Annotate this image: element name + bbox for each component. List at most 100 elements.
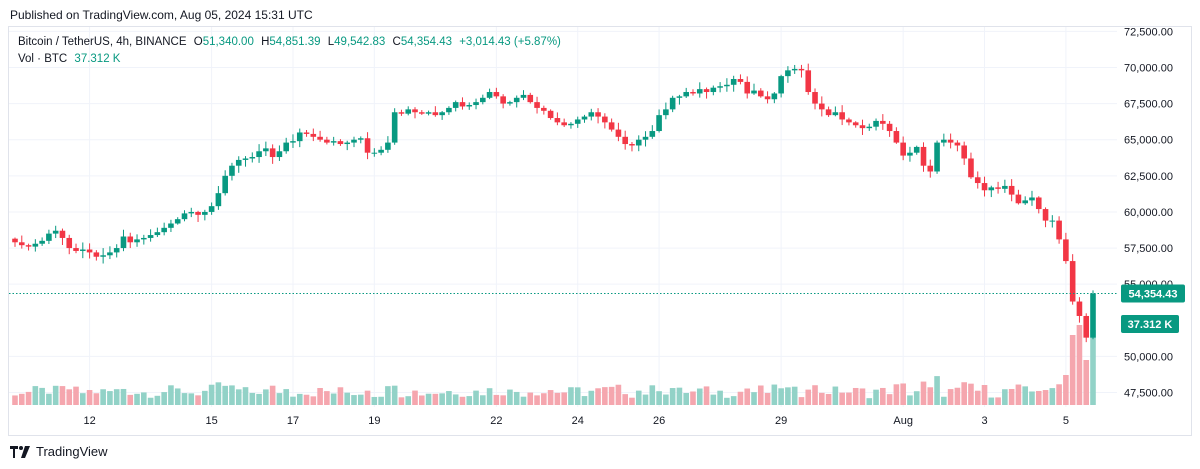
volume-bar [635,390,642,405]
volume-bar [968,383,974,405]
volume-bar [581,396,588,405]
volume-bar [832,386,839,405]
volume-bar [1015,384,1022,405]
volume-bar [303,394,310,405]
volume-bar [554,392,561,405]
volume-bar [920,381,927,405]
footer-brand-label: TradingView [36,444,108,459]
candle-body [954,142,961,146]
candle-body [127,236,134,243]
volume-bar [839,392,845,405]
candle-body [873,120,879,127]
x-tick-label: 12 [83,415,95,427]
volume-key: Vol · BTC [18,53,68,65]
volume-bar [825,393,832,405]
candle-body [93,252,100,257]
candle-body [771,93,778,100]
candle-body [547,110,554,119]
candle-body [737,79,744,82]
candle-body [1090,293,1096,338]
candle-body [154,232,161,236]
tradingview-logo-icon [10,445,30,458]
candle-body [724,84,730,87]
x-tick-label: 22 [490,415,502,427]
volume-bar [893,384,900,405]
volume-bar [717,390,723,405]
volume-bar [12,395,18,405]
volume-bar [473,390,479,405]
candle-body [215,193,222,207]
candle-body [344,142,351,145]
volume-bar [391,385,398,405]
candle-body [385,142,391,150]
volume-bar [1069,335,1076,405]
volume-bar [1035,390,1042,405]
candle-body [12,238,18,243]
y-tick-label: 57,500.00 [1124,243,1173,255]
candle-body [757,90,764,97]
low-value: 49,542.83 [334,36,386,48]
volume-bar [737,391,744,405]
candle-body [913,146,920,153]
candle-body [459,102,466,107]
volume-bar [195,395,201,405]
x-tick-label: 3 [981,415,987,427]
volume-bar [168,385,174,405]
volume-bar [256,393,262,405]
candle-body [235,159,242,166]
published-notice: Published on TradingView.com, Aug 05, 20… [10,8,313,22]
volume-bar [249,392,256,405]
volume-bar [947,389,954,405]
volume-bar [229,385,235,405]
symbol-legend: Bitcoin / TetherUS, 4h, BINANCE O51,340.… [18,36,561,48]
volume-bar [649,385,656,405]
volume-bar [602,387,608,405]
volume-bar [66,389,73,405]
volume-bar [1029,391,1035,405]
volume-bar [507,389,513,405]
volume-bar [1022,386,1029,405]
candle-body [107,252,113,256]
candle-body [608,122,615,130]
volume-bar [46,393,52,405]
candle-body [656,115,662,132]
chart-frame[interactable] [8,26,1192,436]
candle-body [296,132,303,142]
candle-body [161,227,167,233]
volume-bar [317,388,323,405]
volume-bar [730,396,737,405]
candle-body [337,141,344,145]
candle-body [880,120,886,124]
candle-body [541,107,547,111]
volume-bar [398,397,405,405]
candle-body [174,219,181,224]
volume-bar [215,382,222,405]
candle-body [330,141,337,143]
candle-body [635,139,642,146]
y-tick-label: 70,000.00 [1124,62,1173,74]
candle-body [249,157,256,159]
candle-body [886,123,893,132]
volume-bar [154,395,161,405]
candle-body [1063,239,1069,262]
candle-body [744,81,751,94]
volume-bar [269,385,276,405]
volume-bar [846,392,852,405]
candle-body [59,230,66,238]
candle-body [1002,185,1008,189]
volume-bar [1090,330,1096,405]
footer-brand[interactable]: TradingView [10,444,108,459]
candle-body [1049,220,1056,222]
volume-bar [880,387,886,405]
last-volume-badge [1121,315,1179,333]
candle-body [676,96,683,98]
candle-body [805,70,812,93]
candle-body [1042,209,1049,221]
last-volume-label: 37.312 K [1128,319,1173,331]
volume-bar [1056,384,1062,405]
candle-body [696,89,703,94]
volume-bar [127,394,134,405]
close-key: C [392,36,401,48]
volume-bar [324,391,330,405]
